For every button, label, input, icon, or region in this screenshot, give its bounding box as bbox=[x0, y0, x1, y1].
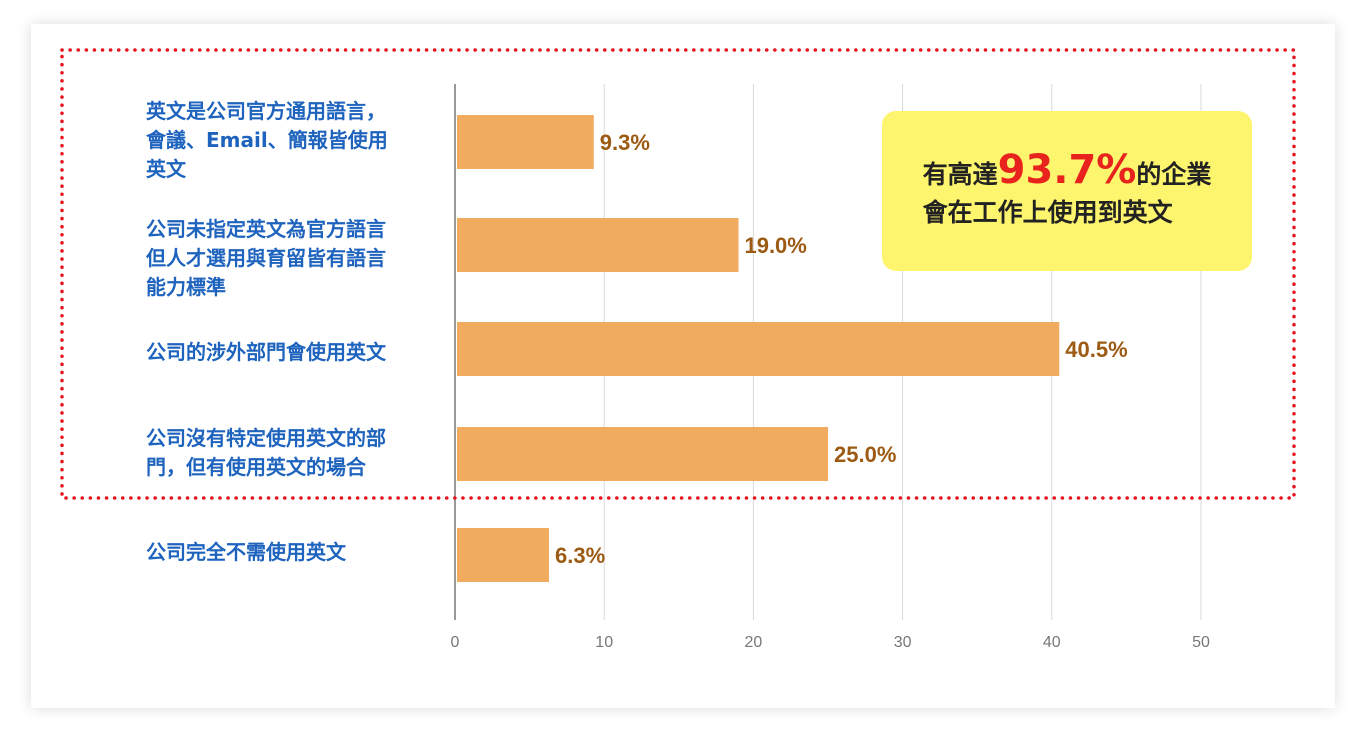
bar bbox=[457, 115, 594, 169]
category-label: 公司的涉外部門會使用英文 bbox=[146, 340, 386, 364]
category-label: 公司沒有特定使用英文的部 門，但有使用英文的場合 bbox=[146, 426, 386, 479]
x-tick-label: 30 bbox=[894, 634, 912, 651]
category-label: 公司未指定英文為官方語言 但人才選用與育留皆有語言 能力標準 bbox=[146, 217, 386, 299]
callout-highlight: 93.7% bbox=[997, 146, 1137, 193]
callout-line2: 會在工作上使用到英文 bbox=[922, 197, 1173, 227]
callout-suffix: 的企業 bbox=[1136, 159, 1212, 189]
x-tick-label: 20 bbox=[745, 634, 763, 651]
data-label: 9.3% bbox=[600, 130, 650, 155]
x-tick-label: 10 bbox=[595, 634, 613, 651]
bar bbox=[457, 322, 1060, 376]
data-label: 40.5% bbox=[1065, 337, 1127, 362]
bar bbox=[457, 218, 739, 272]
bar bbox=[457, 427, 828, 481]
data-label: 6.3% bbox=[555, 543, 605, 568]
x-tick-label: 50 bbox=[1192, 634, 1210, 651]
bar-chart: 9.3% 19.0% 40.5% 25.0% 6.3% 0 10 20 30 40 50 bbox=[60, 48, 1296, 651]
callout-prefix: 有高達 bbox=[922, 159, 998, 189]
callout-text: 有高達93.7%的企業 會在工作上使用到英文 bbox=[922, 150, 1212, 232]
x-tick-labels: 0 10 20 30 40 50 bbox=[451, 634, 1210, 651]
x-tick-label: 40 bbox=[1043, 634, 1061, 651]
data-label: 25.0% bbox=[834, 442, 896, 467]
category-label: 公司完全不需使用英文 bbox=[146, 540, 346, 564]
category-label: 英文是公司官方通用語言， 會議、Email、簡報皆使用 英文 bbox=[146, 99, 388, 181]
bars bbox=[457, 115, 1060, 582]
callout-box: 有高達93.7%的企業 會在工作上使用到英文 bbox=[882, 111, 1252, 271]
bar bbox=[457, 528, 549, 582]
chart-card: 9.3% 19.0% 40.5% 25.0% 6.3% 0 10 20 30 40 50 英文是公… bbox=[31, 24, 1335, 708]
x-tick-label: 0 bbox=[451, 634, 460, 651]
data-label: 19.0% bbox=[744, 233, 806, 258]
highlight-dotted-box bbox=[60, 48, 1296, 500]
data-labels: 9.3% 19.0% 40.5% 25.0% 6.3% bbox=[555, 130, 1128, 568]
